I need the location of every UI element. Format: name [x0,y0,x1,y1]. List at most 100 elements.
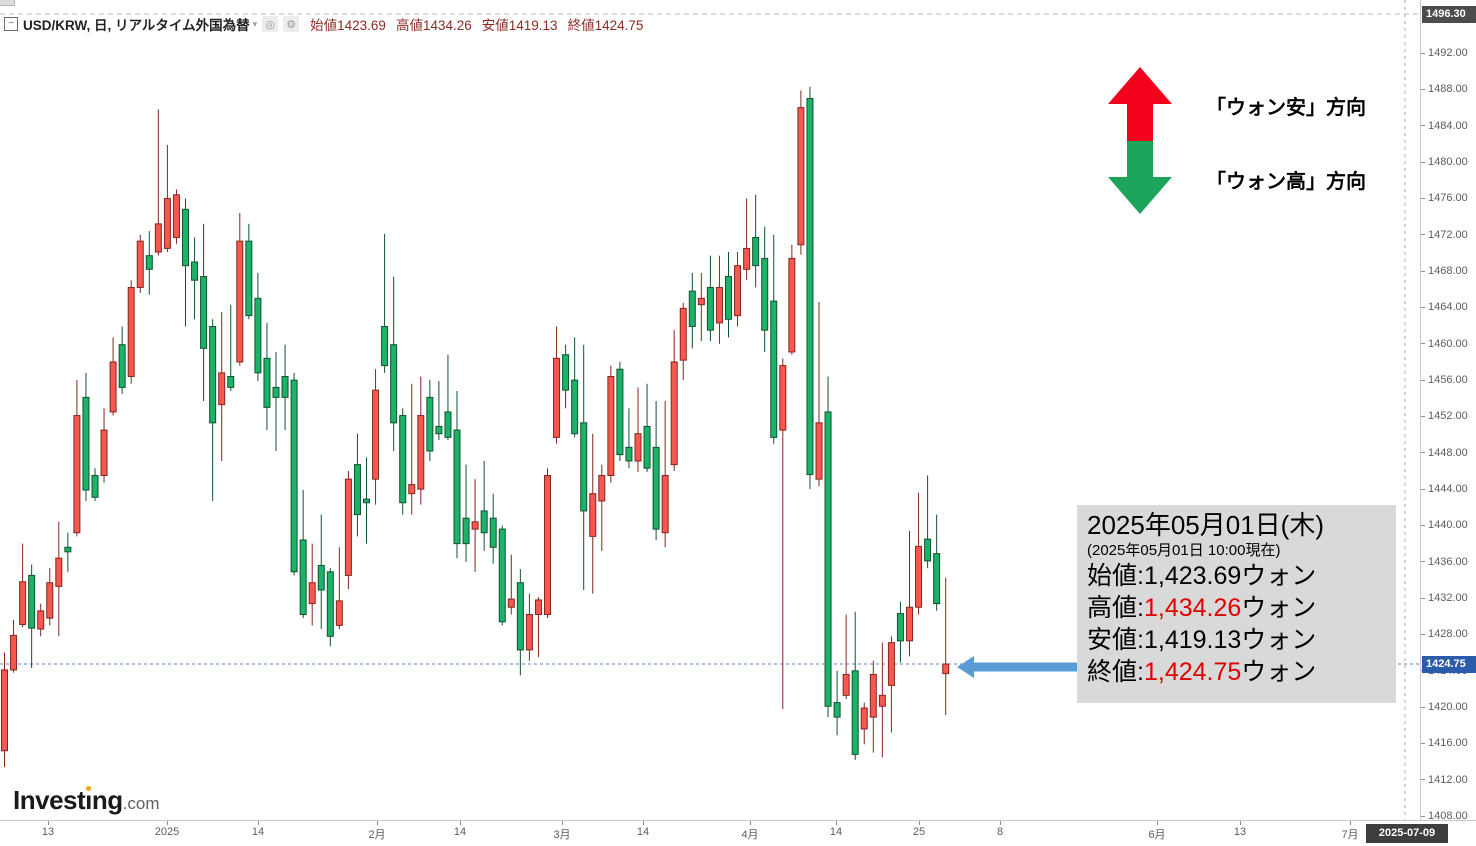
candle-body [308,582,316,605]
visibility-icon[interactable]: ◎ [262,16,279,32]
candle-body [933,553,941,605]
candle-body [770,300,778,438]
candle-body [28,574,36,629]
candle-body [887,642,895,686]
price-axis-tick [1421,270,1425,272]
candle-body [715,286,723,324]
candle-body [417,415,425,490]
price-axis-label: 1436.00 [1428,555,1468,568]
time-axis-label: 7月 [1341,829,1359,841]
price-axis-label: 1412.00 [1428,773,1468,786]
time-axis-tick [919,821,920,825]
legend-open: 始値1423.69 [310,18,386,33]
price-axis-label: 1448.00 [1428,446,1468,459]
candle-body [679,307,687,361]
candle-body [19,581,27,625]
price-axis-tick [1421,633,1425,635]
price-axis-tick [1421,161,1425,163]
candle-body [688,290,696,328]
price-axis-tick [1421,815,1425,817]
candle-body [37,610,45,630]
time-axis-tick [167,821,168,825]
candle-body [498,528,506,623]
candle-body [616,368,624,456]
candle-body [209,326,217,424]
symbol-title[interactable]: USD/KRW, 日, リアルタイム外国為替 [23,18,250,33]
period-high-price-tag: 1496.30 [1422,5,1476,23]
candle-body [815,422,823,480]
candle-body [399,415,407,504]
candle-body [869,673,877,718]
price-axis-tick [1421,52,1425,54]
quote-info-box: 2025年05月01日(木) (2025年05月01日 10:00現在) 始値:… [1077,505,1396,703]
candle-body [344,478,352,576]
candle-body [553,357,561,438]
time-axis-label: 14 [251,826,265,838]
time-axis-tick [48,821,49,825]
quote-asof-subtitle: (2025年05月01日 10:00現在) [1087,541,1281,559]
price-axis-label: 1464.00 [1428,301,1468,314]
won-weak-up-arrow-icon [1108,67,1172,141]
price-axis-tick [1421,488,1425,490]
price-axis-tick [1421,379,1425,381]
price-axis-tick [1421,125,1425,127]
price-axis-tick [1421,88,1425,90]
legend-ohlc-values: 始値1423.69 高値1434.26 安値1419.13 終値1424.75 [310,14,643,34]
candle-body [516,582,524,651]
price-axis-label: 1416.00 [1428,737,1468,750]
price-axis[interactable]: 1496.30 1424.75 1492.00 1488.00 1484.00 148… [1420,0,1476,822]
candle-body [507,598,515,608]
time-axis[interactable]: 2025-07-09 13 2025 14 2月 14 3月 14 4月 14 25 8 6月 13 7月 [0,820,1476,846]
time-axis-tick [258,821,259,825]
candle-body [335,600,343,626]
candle-body [942,663,950,675]
gear-icon[interactable]: ⚙ [283,16,300,32]
candle-body [363,498,370,504]
candle-body [55,557,63,587]
price-axis-label: 1452.00 [1428,410,1468,423]
candle-body [172,194,180,239]
logo-orange-dot: ı [85,785,92,815]
price-axis-label: 1476.00 [1428,192,1468,205]
candle-body [652,446,660,530]
price-axis-tick [1421,742,1425,744]
candle-body [136,240,144,288]
price-axis-label: 1484.00 [1428,119,1468,132]
candle-body [534,599,542,615]
candle-body [670,361,678,466]
quote-high-row: 高値:1,434.26ウォン [1087,593,1317,622]
legend-collapse-icon[interactable]: − [4,17,18,31]
candle-body [46,582,54,619]
time-axis-tick [1240,821,1241,825]
candle-body [426,396,434,452]
chart-legend: − USD/KRW, 日, リアルタイム外国為替 ▾ ◎ ⚙ 始値1423.69… [4,14,643,34]
window-corner-artifact [0,0,15,6]
candle-body [245,240,253,317]
candle-body [544,475,551,615]
time-axis-tick [1350,821,1351,825]
price-axis-tick [1421,415,1425,417]
time-axis-label: 4月 [741,829,759,841]
price-axis-tick [1421,306,1425,308]
price-axis-tick [1421,706,1425,708]
candle-body [878,694,886,707]
candle-body [453,429,461,545]
price-axis-label: 1472.00 [1428,228,1468,241]
candle-body [218,372,226,406]
legend-low: 安値1419.13 [481,18,558,33]
candle-body [299,539,307,615]
candle-body [118,344,126,388]
candle-body [1,669,8,752]
candle-body [562,354,570,391]
candle-body [82,396,90,491]
last-candle-pointer-arrow-icon [957,656,1077,678]
candle-body [263,357,271,408]
candle-body [824,411,832,707]
price-axis-label: 1460.00 [1428,337,1468,350]
time-axis-tick [1000,821,1001,825]
chevron-down-icon[interactable]: ▾ [252,18,258,29]
candle-body [924,538,932,562]
price-axis-tick [1421,343,1425,345]
